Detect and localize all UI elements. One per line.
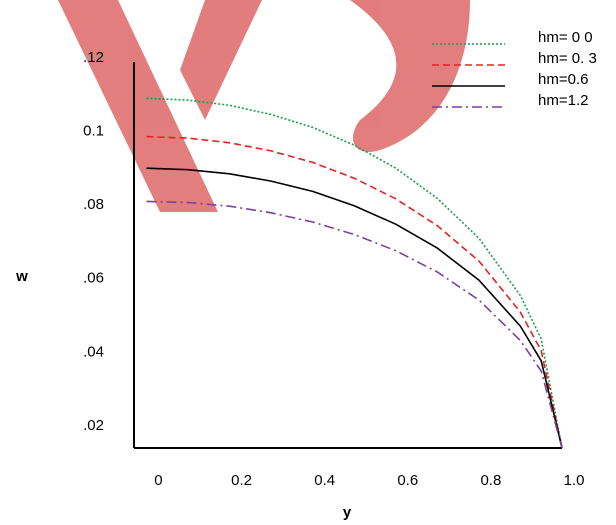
y-tick-label: .04 [83, 343, 104, 360]
y-axis-label: w [15, 268, 28, 285]
watermark [58, 0, 470, 212]
legend-label: hm= 0 0 [538, 29, 593, 46]
y-tick-label: .06 [83, 270, 104, 287]
x-axis-label: y [343, 504, 352, 521]
x-tick-label: 0.2 [231, 472, 252, 489]
watermark-stroke [180, 0, 262, 120]
x-tick-label: 0.8 [480, 472, 501, 489]
y-tick-label: .08 [83, 196, 104, 213]
x-tick-label: 0.4 [314, 472, 335, 489]
y-tick-label: .12 [83, 49, 104, 66]
legend-label: hm=0.6 [538, 71, 588, 88]
series-line [146, 200, 563, 449]
legend-label: hm=1.2 [538, 92, 588, 109]
x-tick-label: 0.6 [397, 472, 418, 489]
y-tick-label: .02 [83, 417, 104, 434]
series-line [146, 97, 563, 449]
series-line [146, 135, 563, 449]
y-tick-label: 0.1 [83, 122, 104, 139]
watermark-stroke [58, 0, 218, 212]
x-tick-label: 0 [154, 472, 162, 489]
x-tick-label: 1.0 [564, 472, 585, 489]
watermark-stroke [350, 0, 470, 152]
series-line [146, 167, 563, 449]
legend-label: hm= 0. 3 [538, 50, 597, 67]
